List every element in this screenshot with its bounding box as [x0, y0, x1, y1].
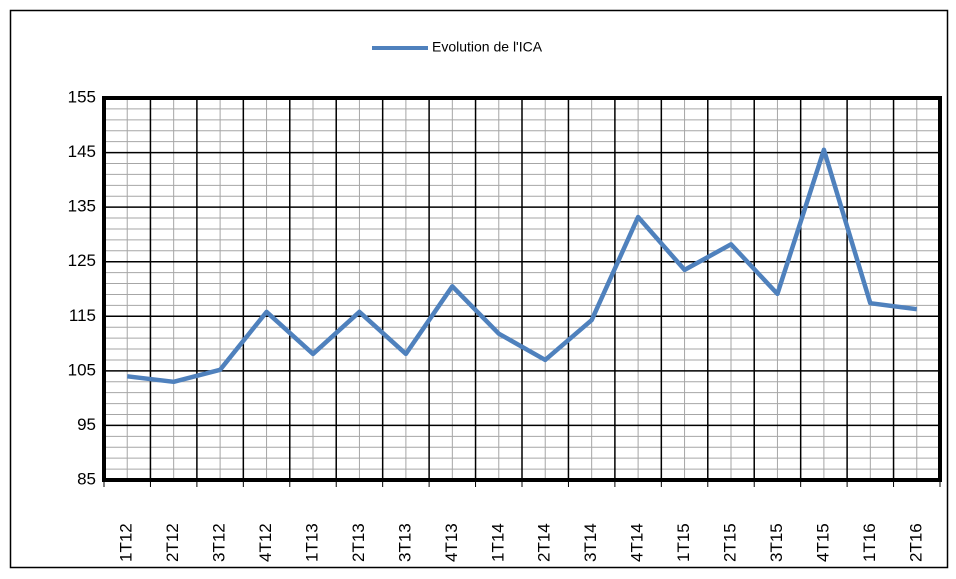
y-tick-label: 95	[77, 415, 96, 434]
y-tick-label: 125	[68, 251, 96, 270]
legend-label: Evolution de l'ICA	[432, 39, 543, 55]
x-tick-label: 3T12	[210, 523, 229, 562]
data-line	[126, 147, 918, 385]
x-tick-label: 2T15	[720, 523, 739, 562]
x-tick-label: 1T14	[488, 523, 507, 562]
x-tick-label: 1T16	[860, 523, 879, 562]
x-tick-label: 4T15	[813, 523, 832, 562]
y-tick-label: 145	[68, 142, 96, 161]
x-tick-label: 1T15	[674, 523, 693, 562]
x-tick-label: 3T14	[581, 523, 600, 562]
x-tick-label: 4T13	[442, 523, 461, 562]
x-tick-label: 2T12	[163, 523, 182, 562]
x-tick-label: 3T15	[767, 523, 786, 562]
x-tick-label: 1T12	[117, 523, 136, 562]
x-tick-label: 2T14	[535, 523, 554, 562]
x-tick-label: 4T14	[628, 523, 647, 562]
y-tick-label: 105	[68, 360, 96, 379]
y-tick-label: 85	[77, 469, 96, 488]
chart-border	[9, 9, 949, 569]
x-tick-label: 2T13	[349, 523, 368, 562]
x-tick-label: 1T13	[302, 523, 321, 562]
x-tick-label: 4T12	[256, 523, 275, 562]
x-tick-label: 3T13	[395, 523, 414, 562]
y-tick-label: 155	[68, 87, 96, 106]
y-tick-label: 135	[68, 197, 96, 216]
y-tick-label: 115	[69, 306, 96, 325]
x-tick-label: 2T16	[906, 523, 925, 562]
